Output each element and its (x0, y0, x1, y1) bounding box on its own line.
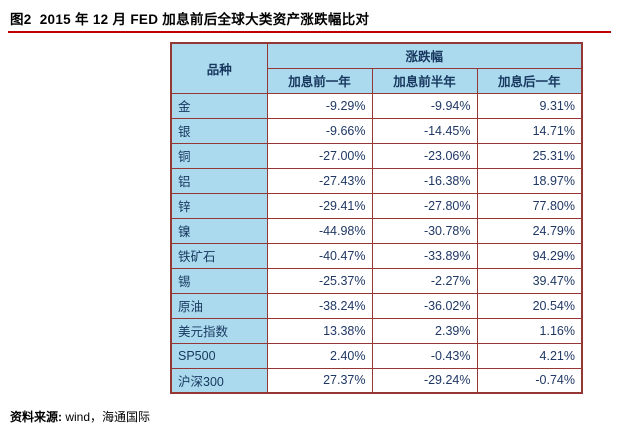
value-cell: -29.41% (266, 192, 373, 219)
value-cell: -14.45% (371, 117, 478, 144)
table-row: 镍 -44.98% -30.78% 24.79% (170, 217, 583, 244)
table-row: 金 -9.29% -9.94% 9.31% (170, 92, 583, 119)
value-cell: 24.79% (476, 217, 583, 244)
row-header-cell: 品种 (170, 42, 268, 94)
column-header-0: 加息前一年 (266, 67, 373, 94)
value-cell: -23.06% (371, 142, 478, 169)
asset-name-cell: 银 (170, 117, 268, 144)
value-cell: -0.43% (371, 342, 478, 369)
value-cell: 77.80% (476, 192, 583, 219)
value-cell: -27.43% (266, 167, 373, 194)
value-cell: -0.74% (476, 367, 583, 394)
value-cell: 27.37% (266, 367, 373, 394)
asset-name-cell: 锡 (170, 267, 268, 294)
asset-name-cell: 铁矿石 (170, 242, 268, 269)
value-cell: 18.97% (476, 167, 583, 194)
asset-table-container: 品种 涨跌幅 加息前一年 加息前半年 加息后一年 金 -9.29% -9.94% 9.31… (170, 42, 583, 394)
table-row: 沪深300 27.37% -29.24% -0.74% (170, 367, 583, 394)
asset-name-cell: 锌 (170, 192, 268, 219)
value-cell: -9.29% (266, 92, 373, 119)
value-cell: -2.27% (371, 267, 478, 294)
col-group-header-cell: 涨跌幅 (266, 42, 583, 69)
value-cell: -40.47% (266, 242, 373, 269)
asset-name-cell: 美元指数 (170, 317, 268, 344)
column-header-1: 加息前半年 (371, 67, 478, 94)
table-row: 铝 -27.43% -16.38% 18.97% (170, 167, 583, 194)
value-cell: 20.54% (476, 292, 583, 319)
value-cell: -25.37% (266, 267, 373, 294)
value-cell: 14.71% (476, 117, 583, 144)
asset-table: 品种 涨跌幅 加息前一年 加息前半年 加息后一年 金 -9.29% -9.94% 9.31… (170, 42, 583, 394)
value-cell: -38.24% (266, 292, 373, 319)
table-row: 铁矿石 -40.47% -33.89% 94.29% (170, 242, 583, 269)
table-row: 原油 -38.24% -36.02% 20.54% (170, 292, 583, 319)
value-cell: -36.02% (371, 292, 478, 319)
value-cell: -27.80% (371, 192, 478, 219)
table-row: 锡 -25.37% -2.27% 39.47% (170, 267, 583, 294)
value-cell: -29.24% (371, 367, 478, 394)
asset-name-cell: 铝 (170, 167, 268, 194)
value-cell: -16.38% (371, 167, 478, 194)
value-cell: 4.21% (476, 342, 583, 369)
value-cell: 9.31% (476, 92, 583, 119)
value-cell: -44.98% (266, 217, 373, 244)
value-cell: 94.29% (476, 242, 583, 269)
asset-name-cell: 原油 (170, 292, 268, 319)
column-header-row: 加息前一年 加息前半年 加息后一年 (171, 67, 583, 94)
value-cell: 39.47% (476, 267, 583, 294)
value-cell: -27.00% (266, 142, 373, 169)
table-row: 银 -9.66% -14.45% 14.71% (170, 117, 583, 144)
value-cell: 2.39% (371, 317, 478, 344)
value-cell: 2.40% (266, 342, 373, 369)
asset-name-cell: 铜 (170, 142, 268, 169)
table-row: 锌 -29.41% -27.80% 77.80% (170, 192, 583, 219)
value-cell: 13.38% (266, 317, 373, 344)
value-cell: 1.16% (476, 317, 583, 344)
source-label: 资料来源: (10, 410, 62, 424)
table-row: 美元指数 13.38% 2.39% 1.16% (170, 317, 583, 344)
asset-name-cell: SP500 (170, 342, 268, 369)
value-cell: 25.31% (476, 142, 583, 169)
group-header-row: 品种 涨跌幅 (170, 42, 583, 94)
figure-title: 图2 2015 年 12 月 FED 加息前后全球大类资产涨跌幅比对 (10, 12, 370, 27)
value-cell: -33.89% (371, 242, 478, 269)
table-row: 铜 -27.00% -23.06% 25.31% (170, 142, 583, 169)
source-note: 资料来源: wind，海通国际 (10, 408, 150, 425)
value-cell: -30.78% (371, 217, 478, 244)
table-row: SP500 2.40% -0.43% 4.21% (170, 342, 583, 369)
asset-name-cell: 镍 (170, 217, 268, 244)
value-cell: -9.66% (266, 117, 373, 144)
asset-name-cell: 沪深300 (170, 367, 268, 394)
value-cell: -9.94% (371, 92, 478, 119)
asset-name-cell: 金 (170, 92, 268, 119)
source-value: wind，海通国际 (62, 410, 151, 424)
column-header-2: 加息后一年 (476, 67, 583, 94)
title-divider (8, 31, 611, 33)
